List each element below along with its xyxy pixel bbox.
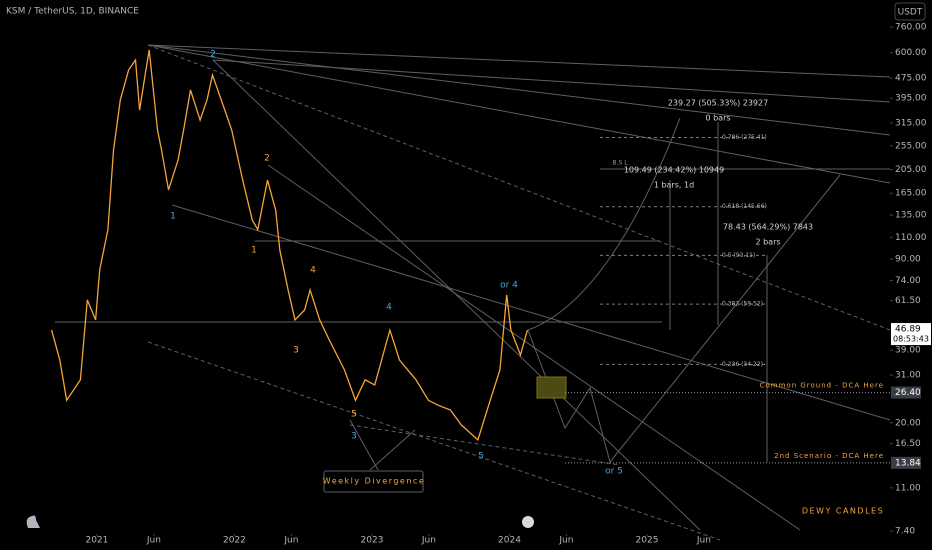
y-tick-label: 31.00 [895,371,921,381]
y-tick-label: 90.00 [895,255,921,265]
last-price: 46.89 [895,325,921,335]
level-tag-label: 26.40 [895,388,921,398]
fib-label: 0.236 (34.22) [722,361,763,368]
annotation: or 4 [500,281,518,291]
annotation: 4 [310,266,316,276]
x-tick-label: Jun [696,536,711,546]
x-tick-label: Jun [421,536,436,546]
fib-label: 0.618 (145.66) [722,203,767,210]
chart-title: KSM / TetherUS, 1D, BINANCE [6,7,139,17]
y-tick-label: 7.40 [895,526,915,536]
annotation: 5 [478,452,484,462]
last-price-tag [891,323,931,346]
annotation: 109.49 (234.42%) 10949 [624,166,724,175]
currency: USDT [898,8,923,18]
annotation: 239.27 (505.33%) 23927 [668,99,768,108]
countdown: 08:53:43 [893,335,929,344]
level-tag [891,386,921,399]
y-tick-label: 61.50 [895,296,921,306]
x-tick-label: 2022 [223,536,246,546]
y-tick-label: 110.00 [895,233,927,243]
y-tick-label: 135.00 [895,211,927,221]
annotation: 3 [351,432,357,442]
x-tick-label: Jun [146,536,161,546]
y-tick-label: 74.00 [895,276,921,286]
y-tick-label: 760.00 [895,22,927,32]
y-tick-label: 11.00 [895,483,921,493]
annotation: 2 [264,154,270,164]
annotation: 1 [251,246,257,256]
x-tick-label: Jun [283,536,298,546]
y-tick-label: 395.00 [895,94,927,104]
icon [522,516,534,528]
annotation: 0 bars [705,114,730,123]
annotation: 1 [170,212,176,222]
fib-label: 0.786 (275.41) [722,134,767,141]
label-box [323,470,424,493]
level-tag [891,456,921,469]
annotation: B.S L [612,160,628,167]
annotation: Weekly Divergence [323,477,426,486]
y-tick-label: 315.00 [895,118,927,128]
fib-label: 0.5 (93.11) [722,252,755,259]
price-line [50,49,529,441]
y-tick-label: 600.00 [895,48,927,58]
y-tick-label: 475.00 [895,74,927,84]
logo [26,515,40,528]
annotation: or 5 [605,467,623,477]
x-tick-label: 2025 [636,536,659,546]
x-tick-label: 2021 [85,536,108,546]
annotation: 78.43 (564.29%) 7843 [723,223,813,232]
y-tick-label: 39.00 [895,346,921,356]
annotation: 4 [386,303,392,313]
x-tick-label: 2024 [498,536,521,546]
y-tick-label: 255.00 [895,141,927,151]
y-tick-label: 16.50 [895,439,921,449]
drawings [26,44,891,541]
level-text: 2nd Scenario - DCA Here [774,452,884,460]
annotation: DEWY CANDLES [802,507,884,516]
annotation: 2 [210,50,216,60]
level-tag-label: 13.84 [895,458,921,468]
currency-box [894,2,926,21]
level-text: Common Ground - DCA Here [760,382,884,390]
y-tick-label: 20.00 [895,418,921,428]
annotation: 1 bars, 1d [654,181,694,190]
annotation: 2 bars [755,238,780,247]
zone [536,376,567,399]
x-tick-label: 2023 [361,536,384,546]
annotation: 5 [351,410,357,420]
annotation: 3 [293,346,299,356]
y-tick-label: 165.00 [895,189,927,199]
y-tick-label: 205.00 [895,165,927,175]
fib-label: 0.382 (59.52) [722,301,763,308]
x-tick-label: Jun [558,536,573,546]
